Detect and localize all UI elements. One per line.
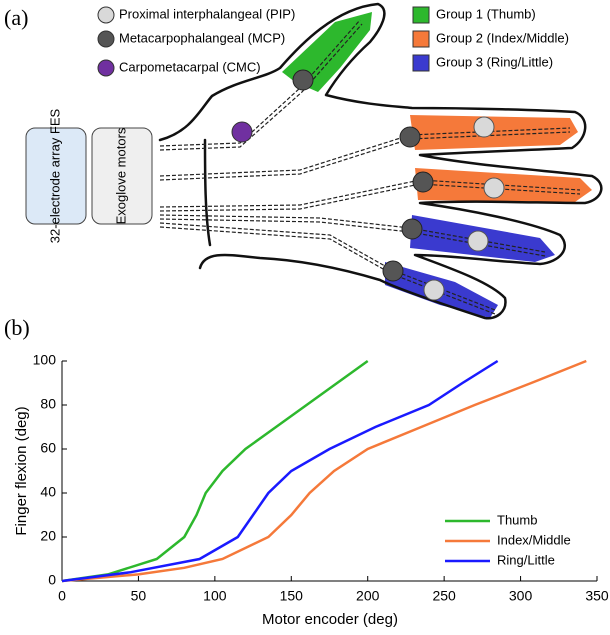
legend-text: Metacarpophalangeal (MCP) [119,30,285,45]
legend-marker [98,31,114,47]
line [62,361,498,581]
cmc-joint [232,122,252,142]
hand-diagram: 32-electrode array FES Exoglove motors P… [26,4,601,318]
legend-marker [413,55,429,71]
legend-label: Ring/Little [497,552,555,567]
mcp-joint [293,70,313,90]
y-tick-label: 0 [48,572,56,588]
x-tick-label: 100 [203,588,227,604]
legend-text: Proximal interphalangeal (PIP) [119,6,295,21]
legend-label: Index/Middle [497,532,571,547]
legend-marker [413,7,429,23]
x-tick-label: 250 [432,588,456,604]
panel-label: (b) [4,315,30,340]
pip-joint [474,117,494,137]
pip-joint [468,231,488,251]
y-tick-label: 60 [40,440,56,456]
legend-marker [98,60,114,76]
legend-text: Group 3 (Ring/Little) [436,54,553,69]
mcp-joint [402,219,422,239]
legend-text: Group 1 (Thumb) [436,6,536,21]
figure: (a) (b) 32-electrode [0,0,610,635]
y-tick-label: 20 [40,528,56,544]
legend-marker [98,7,114,23]
pip-joint [484,178,504,198]
x-tick-label: 200 [356,588,380,604]
legend-text: Carpometacarpal (CMC) [119,59,261,74]
y-axis-label: Finger flexion (deg) [13,406,30,535]
mcp-joint [400,127,420,147]
pip-joint [424,280,444,300]
mcp-joint [383,261,403,281]
y-tick-label: 80 [40,396,56,412]
y-tick-label: 40 [40,484,56,500]
x-tick-label: 350 [585,588,609,604]
line [62,361,586,581]
legend-label: Thumb [497,512,537,527]
legend-text: Group 2 (Index/Middle) [436,30,569,45]
x-tick-label: 0 [58,588,66,604]
x-tick-label: 150 [280,588,304,604]
panel-label: (a) [4,5,28,30]
box-label: 32-electrode array FES [47,108,62,243]
y-tick-label: 100 [33,352,57,368]
line [62,361,368,581]
box-label: Exoglove motors [113,127,128,224]
x-tick-label: 300 [509,588,533,604]
x-axis-label: Motor encoder (deg) [262,611,398,628]
legend-marker [413,31,429,47]
x-tick-label: 50 [131,588,147,604]
mcp-joint [413,172,433,192]
